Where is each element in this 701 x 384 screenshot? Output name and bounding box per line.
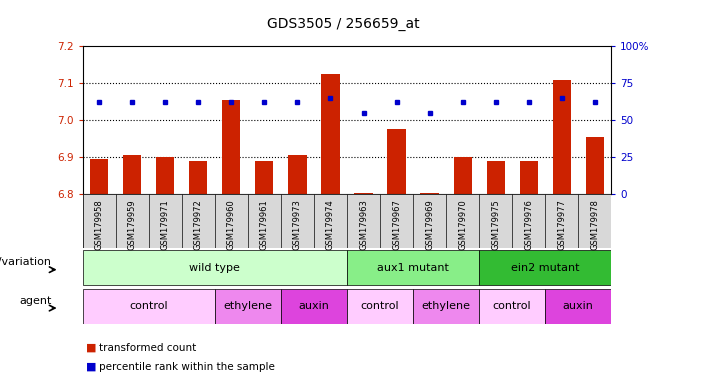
Bar [552, 80, 571, 194]
Text: ■: ■ [86, 362, 97, 372]
Bar [545, 194, 578, 248]
Text: transformed count: transformed count [99, 343, 196, 353]
Bar [248, 194, 281, 248]
Bar [116, 194, 149, 248]
Bar [479, 194, 512, 248]
Bar [83, 194, 116, 248]
Text: genotype/variation: genotype/variation [0, 257, 51, 267]
Text: auxin: auxin [563, 301, 594, 311]
Bar [189, 161, 207, 194]
Text: GSM179959: GSM179959 [128, 199, 137, 250]
Bar [380, 194, 413, 248]
Bar [347, 194, 380, 248]
Text: GSM179967: GSM179967 [392, 199, 401, 250]
Bar [222, 100, 240, 194]
Text: GSM179972: GSM179972 [194, 199, 203, 250]
Text: GSM179958: GSM179958 [95, 199, 104, 250]
Bar [182, 194, 215, 248]
Text: GSM179963: GSM179963 [359, 199, 368, 250]
Text: GSM179969: GSM179969 [425, 199, 434, 250]
Text: GSM179960: GSM179960 [227, 199, 236, 250]
Bar [149, 194, 182, 248]
Text: GSM179976: GSM179976 [524, 199, 533, 250]
Text: percentile rank within the sample: percentile rank within the sample [99, 362, 275, 372]
Text: wild type: wild type [189, 263, 240, 273]
Text: aux1 mutant: aux1 mutant [377, 263, 449, 273]
Bar [90, 159, 109, 194]
Bar [355, 193, 373, 194]
Bar [255, 161, 273, 194]
Text: GSM179975: GSM179975 [491, 199, 500, 250]
Bar [215, 289, 281, 324]
Bar [421, 193, 439, 194]
Bar [314, 194, 347, 248]
Bar [519, 161, 538, 194]
Text: ethylene: ethylene [224, 301, 273, 311]
Text: GSM179973: GSM179973 [293, 199, 302, 250]
Text: GSM179971: GSM179971 [161, 199, 170, 250]
Text: agent: agent [19, 296, 51, 306]
Bar [545, 289, 611, 324]
Text: GSM179978: GSM179978 [590, 199, 599, 250]
Text: GSM179977: GSM179977 [557, 199, 566, 250]
Bar [281, 289, 347, 324]
Text: auxin: auxin [299, 301, 329, 311]
Bar [446, 194, 479, 248]
Bar [479, 250, 611, 285]
Bar [281, 194, 314, 248]
Text: ■: ■ [86, 343, 97, 353]
Bar [512, 194, 545, 248]
Text: control: control [130, 301, 168, 311]
Bar [123, 155, 142, 194]
Bar [388, 129, 406, 194]
Text: GSM179961: GSM179961 [260, 199, 269, 250]
Text: GDS3505 / 256659_at: GDS3505 / 256659_at [267, 17, 420, 31]
Bar [585, 137, 604, 194]
Bar [156, 157, 175, 194]
Bar [486, 161, 505, 194]
Bar [83, 250, 347, 285]
Bar [479, 289, 545, 324]
Text: GSM179970: GSM179970 [458, 199, 467, 250]
Text: control: control [361, 301, 400, 311]
Text: ein2 mutant: ein2 mutant [511, 263, 580, 273]
Bar [454, 157, 472, 194]
Bar [347, 250, 479, 285]
Bar [347, 289, 413, 324]
Bar [413, 194, 446, 248]
Bar [215, 194, 248, 248]
Text: control: control [493, 301, 531, 311]
Bar [413, 289, 479, 324]
Bar [578, 194, 611, 248]
Bar [83, 289, 215, 324]
Text: ethylene: ethylene [421, 301, 470, 311]
Bar [321, 74, 339, 194]
Text: GSM179974: GSM179974 [326, 199, 335, 250]
Bar [288, 155, 306, 194]
